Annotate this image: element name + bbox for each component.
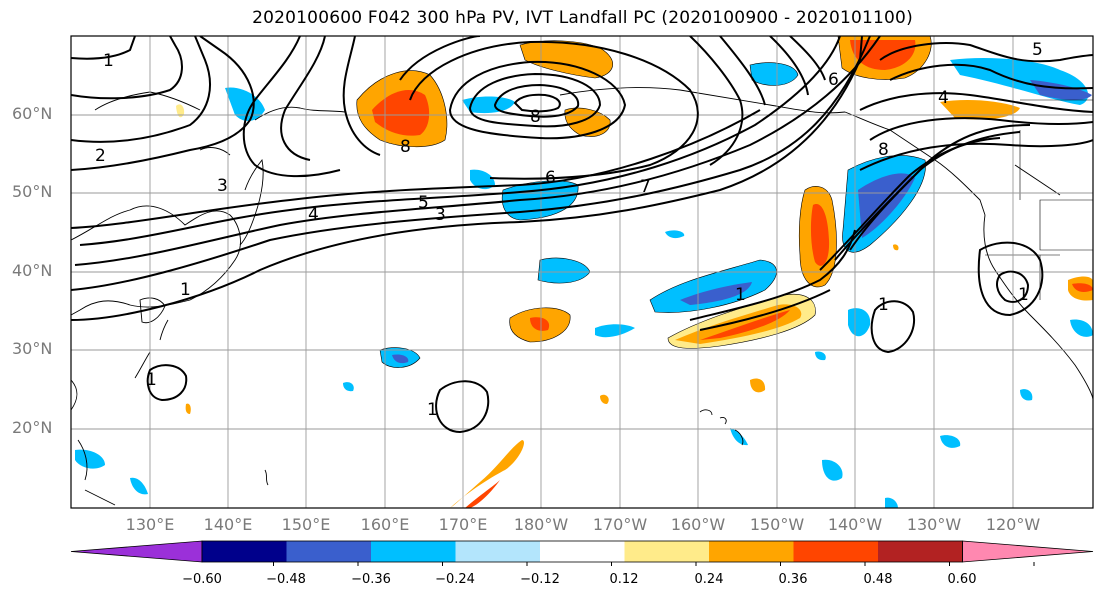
contour-label-8: 8 (530, 107, 541, 127)
contour-label-2: 2 (95, 146, 106, 166)
lon-label-150e: 150°E (281, 515, 331, 534)
lon-label-150w: 150°W (749, 515, 805, 534)
colorbar-tick-label: −0.12 (520, 572, 560, 587)
lon-label-180w: 180°W (513, 515, 569, 534)
colorbar-tick-label: −0.48 (266, 572, 306, 587)
colorbar-segment (793, 541, 879, 562)
colorbar-segment (878, 541, 963, 562)
colorbar-segment (455, 541, 541, 562)
colorbar-tick-label: 0.60 (947, 572, 977, 587)
colorbar-tick-label: −0.60 (182, 572, 222, 587)
contour-label-1e: 1 (1018, 285, 1029, 305)
lon-label-170w: 170°W (592, 515, 648, 534)
colorbar-segment (624, 541, 710, 562)
contour-label-3b: 3 (435, 205, 446, 225)
contour-label-3: 3 (217, 176, 228, 196)
colorbar-tick-label: 0.36 (778, 572, 808, 587)
colorbar-segment (709, 541, 794, 562)
lat-label-40n: 40°N (12, 261, 53, 280)
lat-label-50n: 50°N (12, 182, 53, 201)
colorbar-tick-label: −0.36 (351, 572, 391, 587)
lon-label-160w: 160°W (670, 515, 726, 534)
lat-label-60n: 60°N (12, 104, 53, 123)
colorbar-segment (540, 541, 625, 562)
contour-label-1c: 1 (735, 285, 746, 305)
colorbar-tick-label: 0.48 (863, 572, 893, 587)
colorbar-segment (371, 541, 456, 562)
lat-label-20n: 20°N (12, 418, 53, 437)
contour-label-4b: 4 (938, 88, 949, 108)
contour-label-8c: 8 (400, 137, 411, 157)
colorbar-extend-high (962, 540, 1094, 563)
contour-label-7: 7 (640, 177, 651, 197)
colorbar-segment (202, 541, 287, 562)
lon-label-120w: 120°W (985, 515, 1041, 534)
lat-label-30n: 30°N (12, 339, 53, 358)
lon-label-170e: 170°E (438, 515, 488, 534)
contour-label-1g: 1 (146, 370, 157, 390)
map-title: 2020100600 F042 300 hPa PV, IVT Landfall… (252, 8, 913, 28)
lon-label-140w: 140°W (827, 515, 883, 534)
colorbar-tick-label: −0.24 (435, 572, 475, 587)
colorbar-segment (286, 541, 372, 562)
contour-label-4: 4 (308, 205, 319, 225)
contour-labels: 1 2 3 4 5 6 7 8 3 6 8 5 4 1 1 1 1 1 1 8 (95, 40, 1043, 420)
contour-label-1f: 1 (427, 400, 438, 420)
colorbar-tick-label: 0.12 (609, 572, 639, 587)
map-frame (70, 35, 1094, 509)
colorbar-tick-marks (273, 562, 1035, 566)
lon-label-130w: 130°W (906, 515, 962, 534)
lon-label-140e: 140°E (203, 515, 253, 534)
contour-label-6b: 6 (828, 70, 839, 90)
contour-label-1d: 1 (878, 295, 889, 315)
pv-contours (71, 36, 1093, 434)
colorbar-tick-label: 0.24 (694, 572, 724, 587)
contour-label-8b: 8 (878, 140, 889, 160)
contour-label-5: 5 (418, 193, 429, 213)
colorbar-outline (201, 540, 963, 563)
contour-label-6: 6 (545, 168, 556, 188)
colorbar-segments (70, 540, 1094, 563)
lon-label-160e: 160°E (360, 515, 410, 534)
lon-label-130e: 130°E (125, 515, 175, 534)
gridlines (71, 36, 1093, 508)
contour-label-1: 1 (103, 51, 114, 71)
contour-label-1b: 1 (180, 280, 191, 300)
contour-label-5b: 5 (1032, 40, 1043, 60)
colorbar-extend-low (70, 540, 203, 563)
